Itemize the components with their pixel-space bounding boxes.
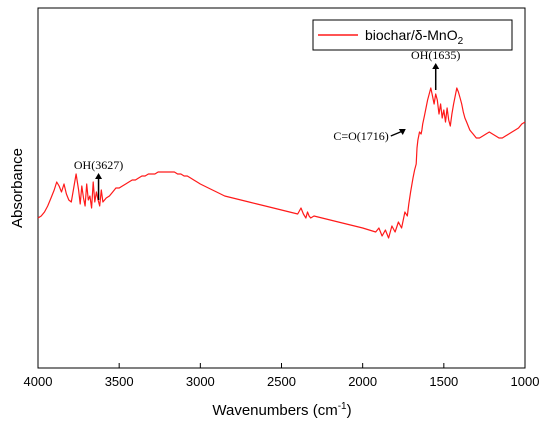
annotation-arrowhead (398, 129, 406, 135)
annotation-arrowhead (95, 173, 103, 179)
y-axis-label: Absorbance (9, 148, 26, 228)
annotation-label: OH(1635) (411, 48, 460, 62)
annotations-layer: OH(3627) C=O(1716) OH(1635) (74, 48, 460, 200)
x-tick-label: 3500 (105, 374, 134, 389)
series-line (37, 87, 526, 239)
legend-box (312, 19, 513, 51)
annotation-arrowhead (432, 63, 440, 69)
series-layer (37, 87, 526, 239)
annotation-label: C=O(1716) (333, 129, 388, 143)
plot-frame (37, 7, 526, 369)
x-tick-label: 2500 (267, 374, 296, 389)
x-tick-label: 1000 (511, 374, 540, 389)
x-axis-ticks: 4000 3500 3000 2500 2000 1500 1000 (24, 363, 540, 389)
legend: biochar/δ-MnO2 (312, 19, 513, 51)
x-tick-label: 1500 (429, 374, 458, 389)
annotation-label: OH(3627) (74, 158, 123, 172)
x-tick-label: 3000 (186, 374, 215, 389)
x-tick-label: 2000 (348, 374, 377, 389)
x-axis-label: Wavenumbers (cm-1) (212, 401, 351, 419)
x-tick-label: 4000 (24, 374, 53, 389)
legend-label: biochar/δ-MnO2 (365, 27, 464, 47)
